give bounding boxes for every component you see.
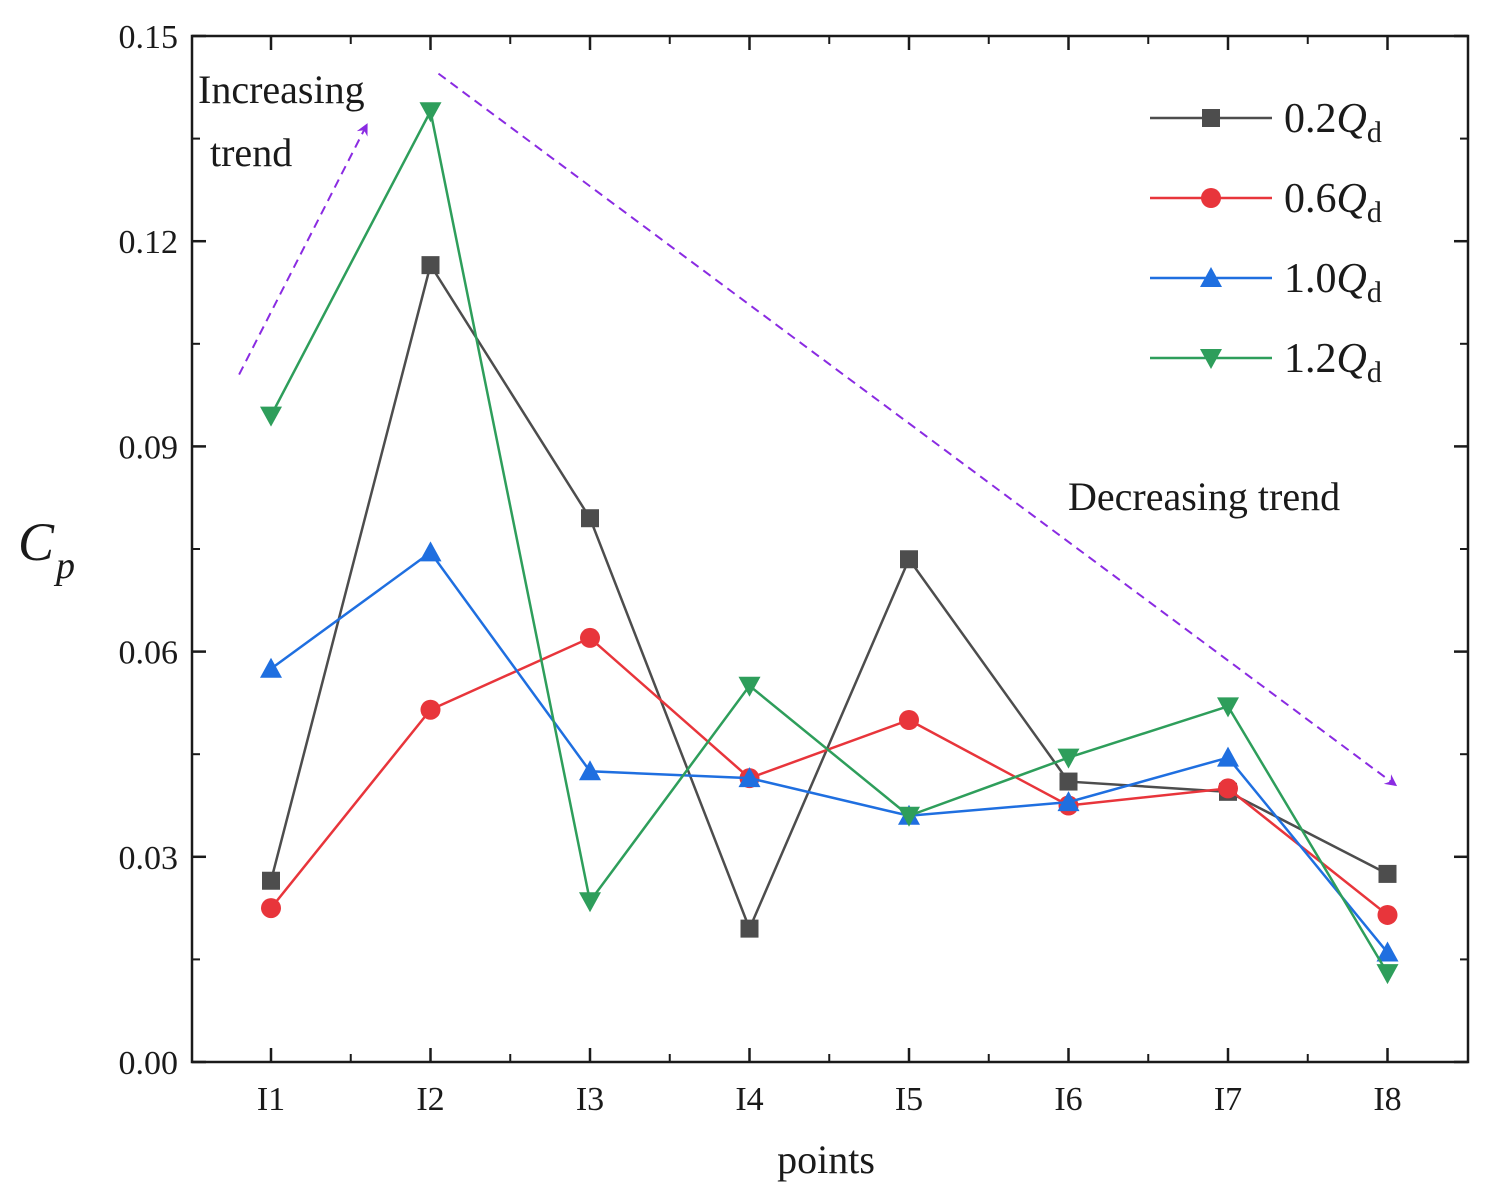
series-0.6Qd: [261, 627, 1398, 925]
x-tick-label: I7: [1214, 1081, 1242, 1118]
increasing-trend-annotation: Increasing trend: [198, 67, 375, 175]
series-line-1.2Qd: [269, 107, 1389, 974]
decreasing-trend-annotation: Decreasing trend: [1068, 474, 1340, 519]
data-point-1.0Qd-I2: [419, 541, 442, 562]
legend-label-sub: d: [1367, 196, 1382, 229]
x-tick-label: I1: [257, 1081, 285, 1118]
x-tick-label: I4: [735, 1081, 763, 1118]
data-point-1.0Qd-I1: [260, 657, 282, 678]
legend-label-main: 1.2: [1284, 336, 1337, 382]
increasing-trend-line-1: Increasing: [198, 67, 365, 112]
legend-item-0.2Qd: 0.2Qd: [1150, 96, 1382, 149]
plot-frame: [190, 34, 1470, 1064]
data-point-0.2Qd-I4: [740, 919, 759, 938]
data-point-1.0Qd-I7: [1217, 746, 1239, 767]
data-point-1.2Qd-I4: [738, 676, 761, 697]
legend-swatch-marker: [1202, 109, 1220, 127]
legend-item-1.2Qd: 1.2Qd: [1150, 336, 1382, 389]
data-point-0.2Qd-I8: [1378, 864, 1397, 883]
data-point-0.2Qd-I5: [900, 550, 918, 569]
decreasing-trend-arrow: [437, 72, 1398, 787]
series-line-1.0Qd: [270, 550, 1389, 954]
y-tick-label: 0.09: [119, 429, 179, 466]
legend-swatch-marker: [1201, 188, 1221, 208]
increasing-trend-line-2: trend: [210, 130, 292, 175]
legend-item-1.0Qd: 1.0Qd: [1150, 256, 1382, 309]
data-point-0.2Qd-I1: [262, 871, 280, 890]
series-1.0Qd: [260, 541, 1399, 962]
increasing-trend-arrow: [238, 123, 368, 376]
data-point-0.6Qd-I5: [899, 710, 919, 730]
legend-label-main: 1.0: [1284, 256, 1337, 302]
legend-label-var: Q: [1337, 256, 1367, 302]
data-point-1.0Qd-I8: [1376, 941, 1399, 962]
series-layer: [260, 102, 1399, 985]
legend-label-main: 0.2: [1284, 96, 1337, 142]
x-axis: I1 I2 I3 I4 I5 I6 I7 I8: [257, 36, 1402, 1118]
data-point-1.0Qd-I4: [738, 767, 761, 788]
y-axis-title-sub: p: [53, 545, 75, 587]
legend-label: 0.2Qd: [1284, 96, 1382, 149]
series-line-0.6Qd: [270, 636, 1389, 916]
y-tick-label: 0.06: [119, 635, 179, 672]
y-tick-label: 0.03: [119, 840, 179, 877]
x-tick-label: I3: [576, 1081, 604, 1118]
legend-label-var: Q: [1337, 96, 1367, 142]
legend-swatch-marker: [1200, 267, 1222, 287]
data-point-0.6Qd-I3: [580, 627, 600, 648]
data-point-1.0Qd-I6: [1057, 791, 1080, 812]
data-point-0.6Qd-I8: [1377, 904, 1398, 925]
y-axis-title-main: C: [18, 512, 55, 572]
series-1.2Qd: [260, 102, 1399, 985]
x-tick-label: I5: [895, 1081, 923, 1118]
data-point-1.2Qd-I2: [419, 102, 442, 123]
y-tick-label: 0.12: [119, 224, 179, 261]
legend-label: 1.2Qd: [1284, 336, 1382, 389]
data-point-1.2Qd-I7: [1217, 697, 1239, 718]
data-point-0.6Qd-I7: [1218, 778, 1238, 799]
legend-label-sub: d: [1367, 276, 1382, 309]
legend-swatch-marker: [1200, 349, 1222, 369]
data-point-1.2Qd-I6: [1057, 748, 1080, 769]
data-point-1.2Qd-I1: [260, 406, 282, 427]
y-tick-label: 0.00: [119, 1045, 179, 1082]
legend-label-var: Q: [1337, 336, 1367, 382]
x-tick-label: I6: [1054, 1081, 1082, 1118]
data-point-0.2Qd-I3: [581, 509, 599, 528]
legend-label: 0.6Qd: [1284, 176, 1382, 229]
data-point-1.2Qd-I8: [1376, 964, 1399, 985]
legend-label-main: 0.6: [1284, 176, 1337, 222]
trend-arrows: [238, 72, 1398, 787]
y-tick-label: 0.15: [119, 19, 179, 56]
legend-label-var: Q: [1337, 176, 1367, 222]
x-tick-label: I8: [1373, 1081, 1401, 1118]
data-point-1.0Qd-I3: [579, 760, 601, 781]
legend-label: 1.0Qd: [1284, 256, 1382, 309]
x-axis-title: points: [777, 1137, 875, 1182]
data-point-0.2Qd-I6: [1059, 772, 1078, 791]
y-axis: 0.00 0.03 0.06 0.09 0.12 0.15: [119, 19, 1468, 1082]
data-point-0.6Qd-I1: [261, 898, 281, 919]
data-point-0.2Qd-I2: [421, 256, 440, 275]
x-tick-label: I2: [416, 1081, 444, 1118]
y-axis-title: C p: [18, 512, 75, 587]
legend-item-0.6Qd: 0.6Qd: [1150, 176, 1382, 229]
legend-label-sub: d: [1367, 356, 1382, 389]
data-point-1.2Qd-I5: [898, 806, 920, 827]
data-point-0.6Qd-I2: [420, 699, 441, 720]
legend-label-sub: d: [1367, 116, 1382, 149]
data-point-1.2Qd-I3: [579, 892, 601, 913]
